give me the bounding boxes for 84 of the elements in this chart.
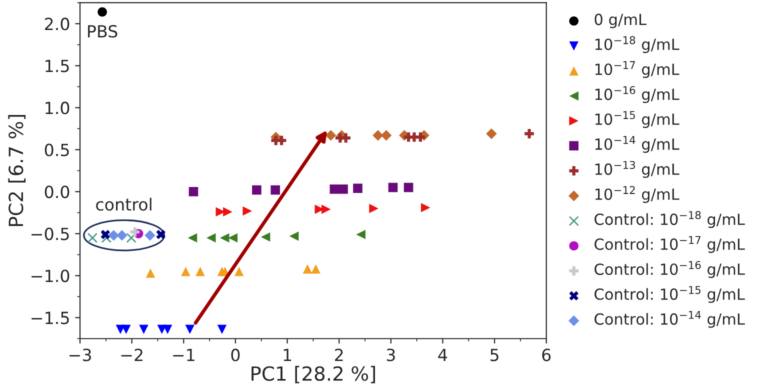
- x-tick-label: 4: [438, 348, 448, 362]
- point: [321, 204, 331, 214]
- point: [252, 185, 262, 195]
- legend-label: 10$^{−14}$ g/mL: [595, 136, 680, 153]
- point: [181, 266, 190, 276]
- legend-label: 10$^{−16}$ g/mL: [595, 86, 680, 104]
- point: [101, 232, 112, 243]
- x-axis-title: PC1 [28.2 %]: [252, 366, 375, 384]
- point: [228, 233, 238, 243]
- point: [311, 264, 320, 274]
- point: [126, 232, 136, 243]
- point: [223, 207, 232, 216]
- x-tick-label: −3: [69, 348, 91, 362]
- point: [206, 233, 216, 243]
- point: [420, 202, 430, 212]
- legend-label: 10$^{−18}$ g/mL: [595, 36, 680, 54]
- x-tick-label: 2: [335, 348, 343, 362]
- point: [156, 230, 166, 240]
- point: [146, 268, 156, 278]
- point: [116, 230, 128, 241]
- legend-label: Control: 10$^{−14}$ g/mL: [594, 310, 745, 328]
- legend-label: 10$^{−13}$ g/mL: [595, 160, 680, 178]
- point: [404, 182, 414, 192]
- point: [270, 185, 280, 195]
- legend-label: 0 g/mL: [594, 14, 646, 28]
- point: [325, 130, 336, 141]
- y-tick-label: 1.0: [46, 102, 70, 114]
- y-tick-label: 0.0: [44, 186, 70, 198]
- annotation: PBS: [88, 25, 118, 38]
- point: [234, 266, 244, 276]
- point: [486, 128, 497, 140]
- point: [220, 233, 230, 243]
- point: [196, 266, 205, 276]
- point: [330, 184, 340, 194]
- legend-label: Control: 10$^{−17}$ g/mL: [594, 236, 745, 253]
- y-tick-label: −0.5: [32, 228, 69, 240]
- y-axis-title: PC2 [6.7 %]: [8, 115, 26, 226]
- legend-label: 10$^{−15}$ g/mL: [595, 111, 680, 128]
- point: [524, 129, 534, 138]
- y-tick-label: 2.0: [45, 18, 70, 30]
- x-tick-label: −1: [173, 348, 194, 362]
- point: [416, 132, 426, 142]
- point: [130, 227, 140, 237]
- legend-label: Control: 10$^{−15}$ g/mL: [594, 286, 745, 303]
- annotation: control: [96, 198, 152, 211]
- point: [217, 324, 227, 334]
- y-tick-label: 0.5: [44, 144, 69, 156]
- point: [87, 232, 98, 243]
- point: [242, 206, 252, 216]
- point: [338, 184, 348, 194]
- point: [289, 232, 299, 241]
- legend-label: 10$^{−17}$ g/mL: [595, 61, 680, 78]
- point: [388, 182, 398, 192]
- point: [139, 324, 148, 334]
- point: [188, 233, 198, 243]
- legend-label: Control: 10$^{−16}$ g/mL: [594, 261, 745, 278]
- y-tick-label: −1.0: [32, 270, 70, 282]
- point: [380, 130, 392, 141]
- point: [372, 130, 384, 141]
- point: [341, 133, 350, 143]
- y-tick-label: 1.5: [46, 60, 69, 72]
- point: [100, 230, 110, 240]
- point: [356, 230, 366, 240]
- point: [121, 324, 131, 334]
- legend-label: Control: 10$^{−18}$ g/mL: [594, 211, 745, 228]
- point: [162, 324, 172, 334]
- point: [302, 264, 312, 274]
- x-tick-label: 0: [231, 348, 240, 362]
- point: [185, 324, 195, 334]
- x-tick-label: −2: [121, 348, 142, 362]
- x-tick-label: 1: [284, 348, 292, 362]
- point: [144, 230, 156, 241]
- point: [260, 232, 270, 242]
- point: [369, 204, 378, 214]
- point: [353, 184, 362, 193]
- x-tick-label: 6: [542, 348, 551, 362]
- legend-label: 10$^{−12}$ g/mL: [595, 186, 680, 203]
- point: [276, 136, 286, 146]
- x-tick-label: 3: [386, 348, 395, 362]
- point: [98, 7, 107, 17]
- point: [108, 230, 120, 241]
- x-tick-label: 5: [490, 348, 498, 362]
- y-tick-label: −1.5: [32, 312, 69, 324]
- point: [188, 187, 198, 196]
